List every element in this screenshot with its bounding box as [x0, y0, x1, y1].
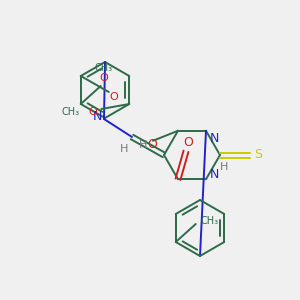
Text: O: O [147, 138, 157, 151]
Text: N: N [209, 132, 219, 145]
Text: CH₃: CH₃ [95, 63, 113, 73]
Text: H: H [139, 140, 147, 150]
Text: S: S [254, 148, 262, 161]
Text: O: O [99, 73, 108, 83]
Text: N: N [209, 168, 219, 181]
Text: O: O [183, 136, 193, 149]
Text: CH₃: CH₃ [201, 216, 219, 226]
Text: H: H [120, 144, 128, 154]
Text: CH₃: CH₃ [61, 107, 79, 117]
Text: O: O [110, 92, 118, 102]
Text: N: N [92, 110, 102, 124]
Text: H: H [220, 162, 228, 172]
Text: O: O [89, 107, 98, 117]
